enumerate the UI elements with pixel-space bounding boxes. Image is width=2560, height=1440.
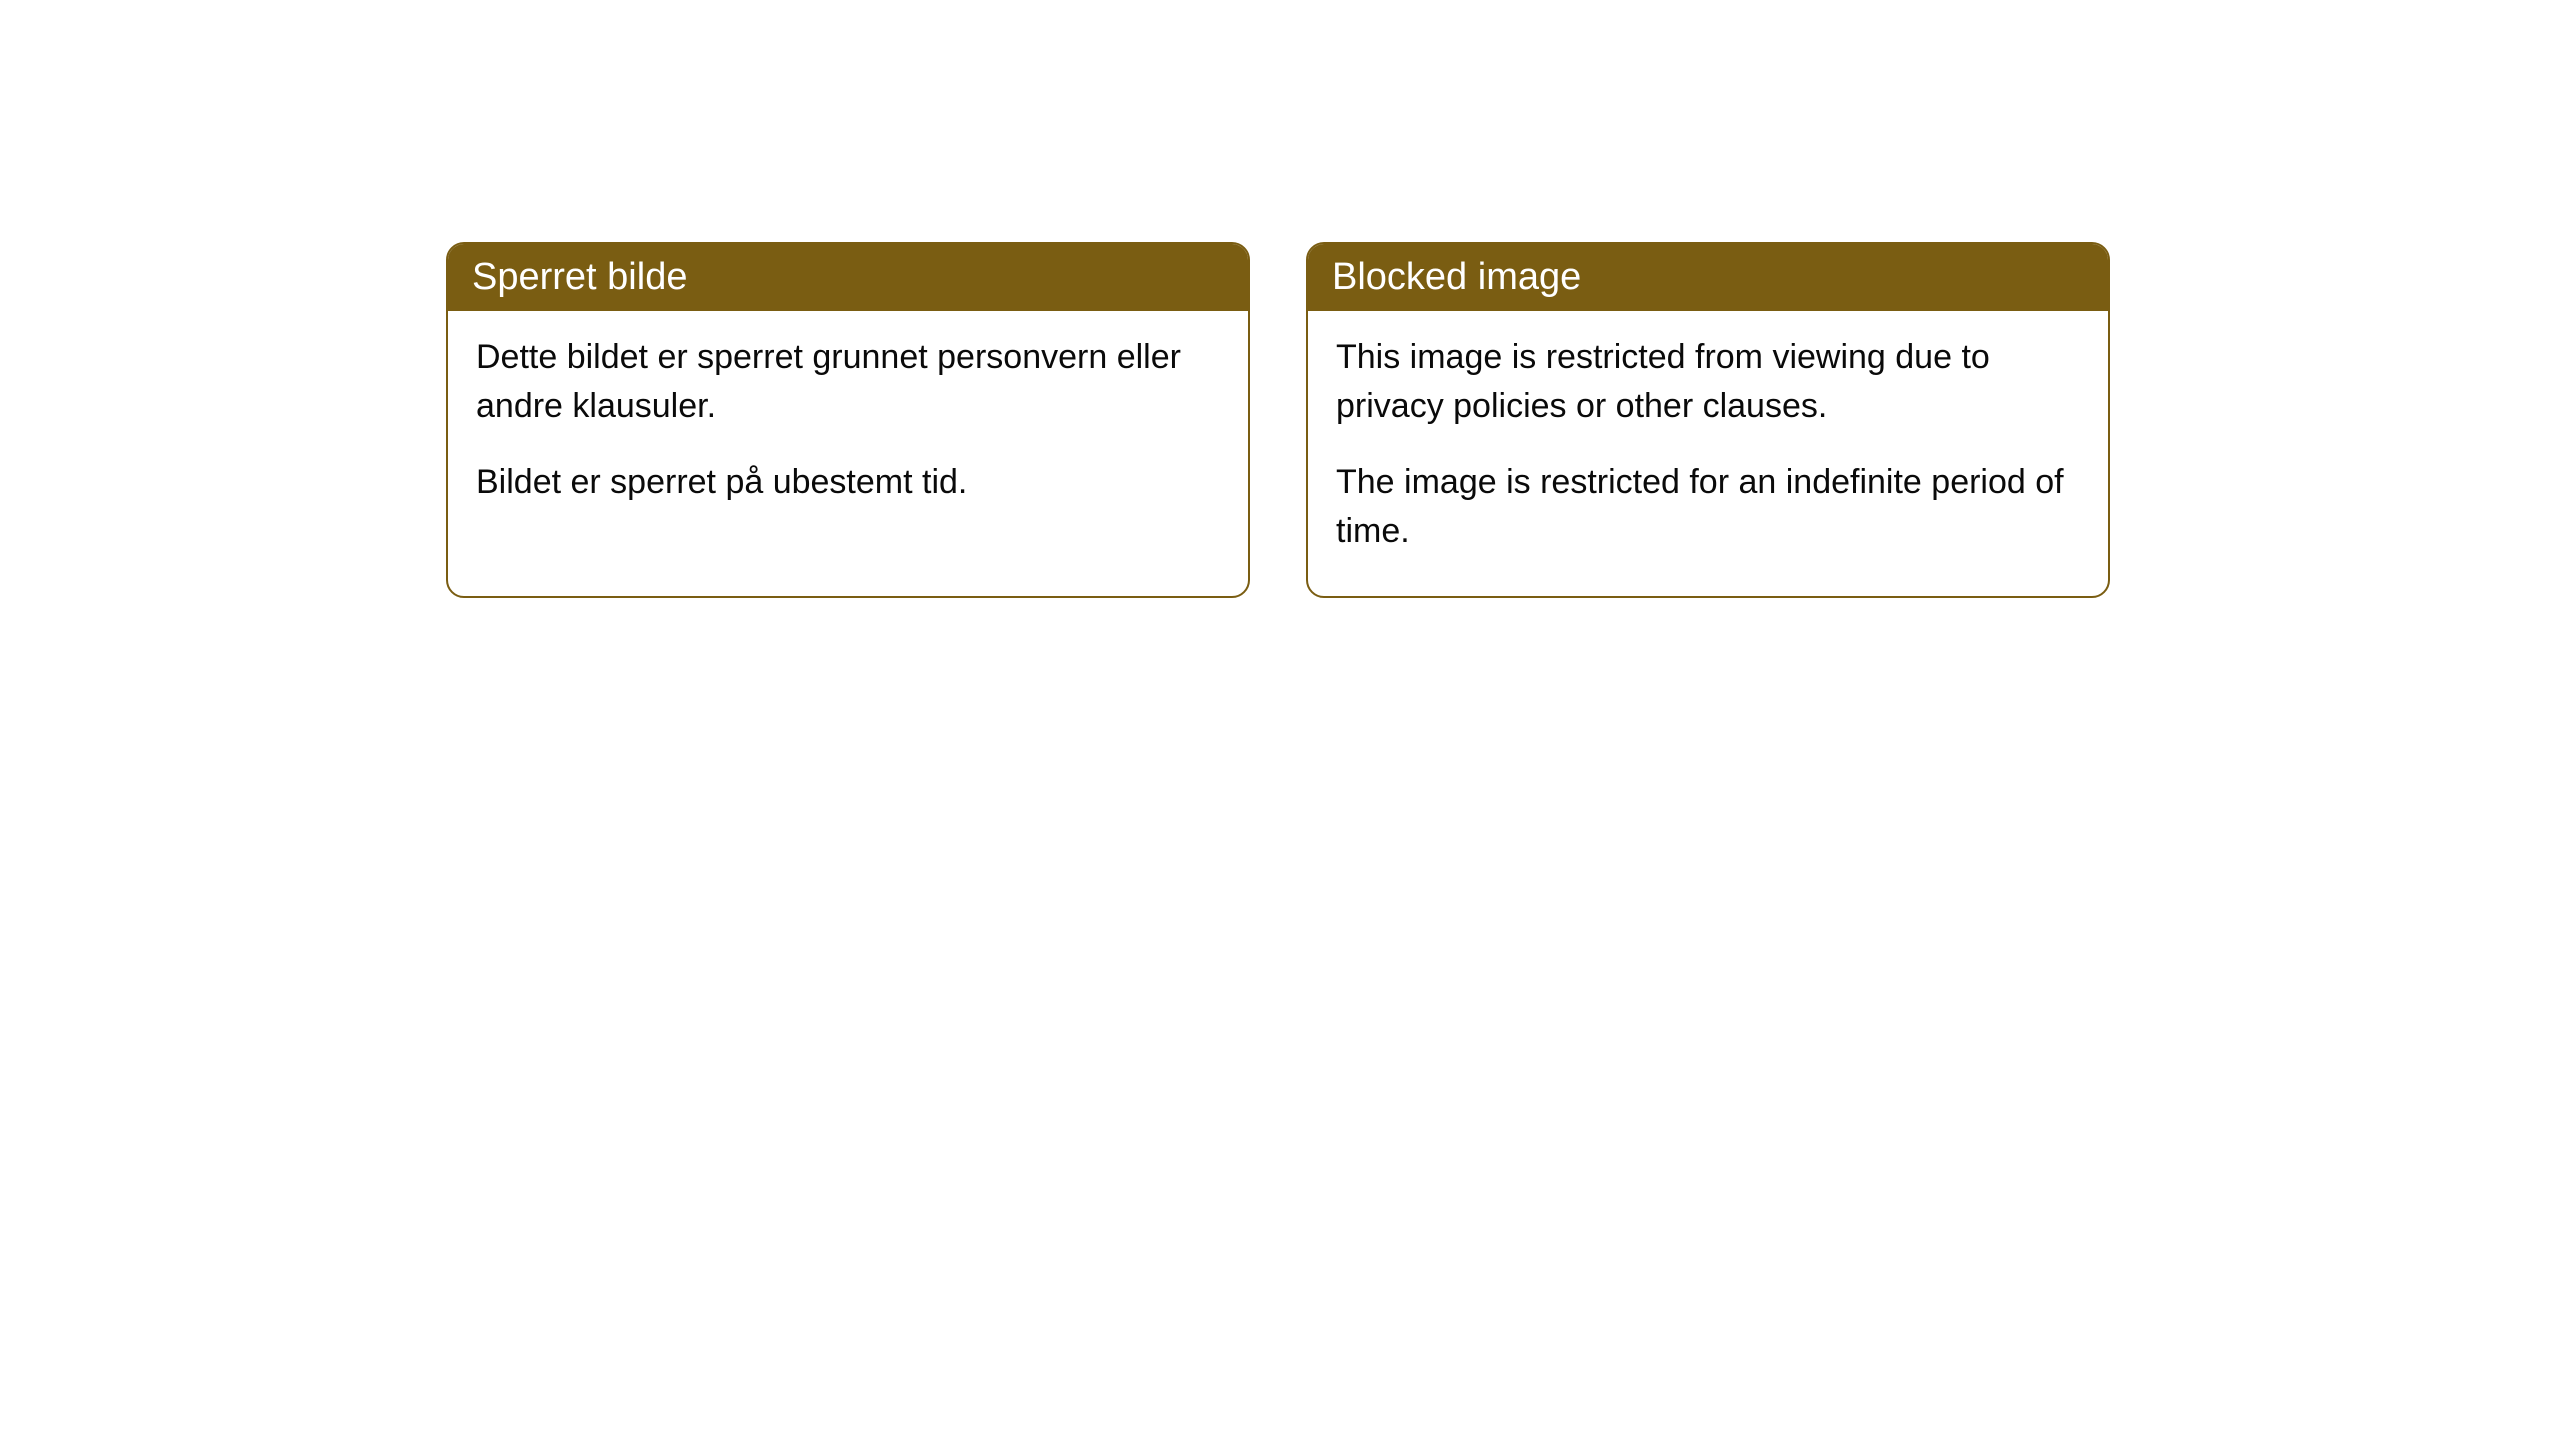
card-header-english: Blocked image xyxy=(1308,244,2108,311)
notice-card-norwegian: Sperret bilde Dette bildet er sperret gr… xyxy=(446,242,1250,598)
card-title-norwegian: Sperret bilde xyxy=(472,256,687,298)
card-title-english: Blocked image xyxy=(1332,256,1581,298)
card-body-english: This image is restricted from viewing du… xyxy=(1308,311,2108,596)
card-paragraph-2-english: The image is restricted for an indefinit… xyxy=(1336,458,2080,557)
card-paragraph-1-norwegian: Dette bildet er sperret grunnet personve… xyxy=(476,333,1220,432)
card-body-norwegian: Dette bildet er sperret grunnet personve… xyxy=(448,311,1248,547)
card-paragraph-2-norwegian: Bildet er sperret på ubestemt tid. xyxy=(476,458,1220,507)
card-paragraph-1-english: This image is restricted from viewing du… xyxy=(1336,333,2080,432)
notice-cards-container: Sperret bilde Dette bildet er sperret gr… xyxy=(446,242,2110,598)
notice-card-english: Blocked image This image is restricted f… xyxy=(1306,242,2110,598)
card-header-norwegian: Sperret bilde xyxy=(448,244,1248,311)
